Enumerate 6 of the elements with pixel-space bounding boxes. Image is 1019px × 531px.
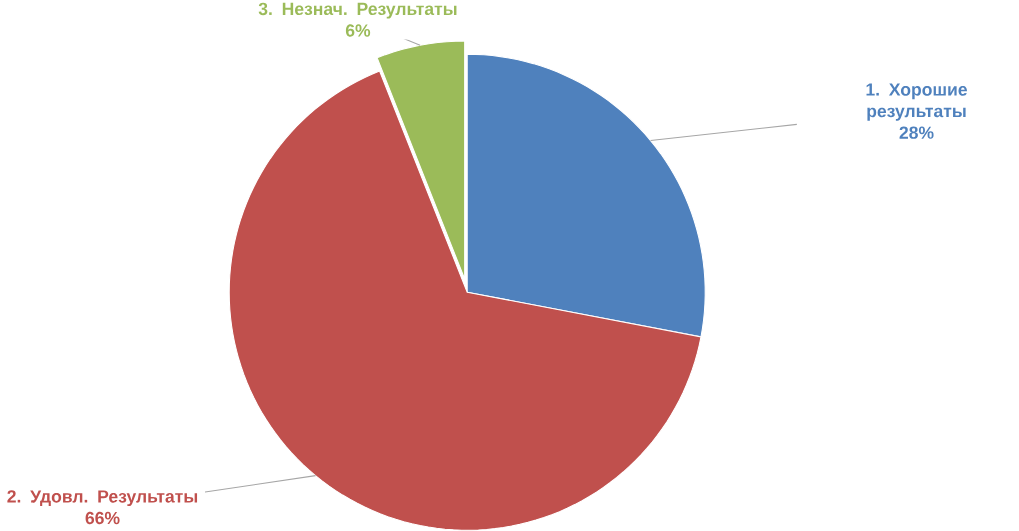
slice-label: 3. Незнач. Результаты bbox=[258, 2, 457, 19]
data-label: 6% bbox=[345, 24, 371, 37]
data-label: 28% bbox=[899, 126, 934, 139]
slice-label: 1. Хорошие результаты bbox=[866, 83, 967, 121]
data-label: 66% bbox=[85, 511, 120, 525]
slice-label: 2. Удовл. Результаты bbox=[7, 490, 198, 507]
